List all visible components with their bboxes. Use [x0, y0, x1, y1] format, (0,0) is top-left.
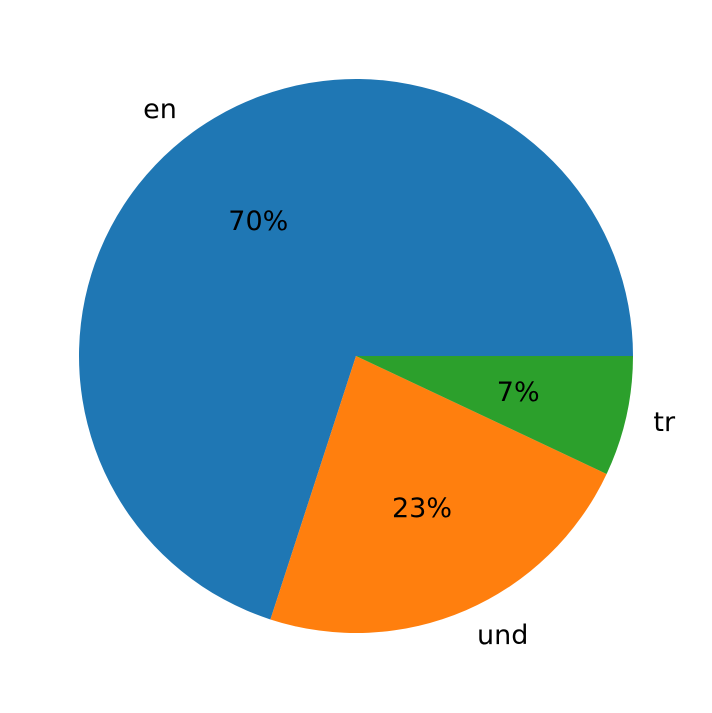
pie-labels: en 70% und 23% tr 7% [143, 94, 676, 651]
percent-label-tr: 7% [497, 377, 540, 408]
category-label-en: en [143, 94, 177, 125]
percent-label-en: 70% [228, 206, 288, 237]
pie-slice-und [270, 356, 607, 633]
category-label-und: und [477, 620, 528, 651]
pie-slices [78, 78, 633, 633]
percent-label-und: 23% [392, 493, 452, 524]
pie-slice-en [78, 78, 633, 620]
category-label-tr: tr [653, 407, 676, 438]
pie-slice-tr [356, 356, 633, 474]
